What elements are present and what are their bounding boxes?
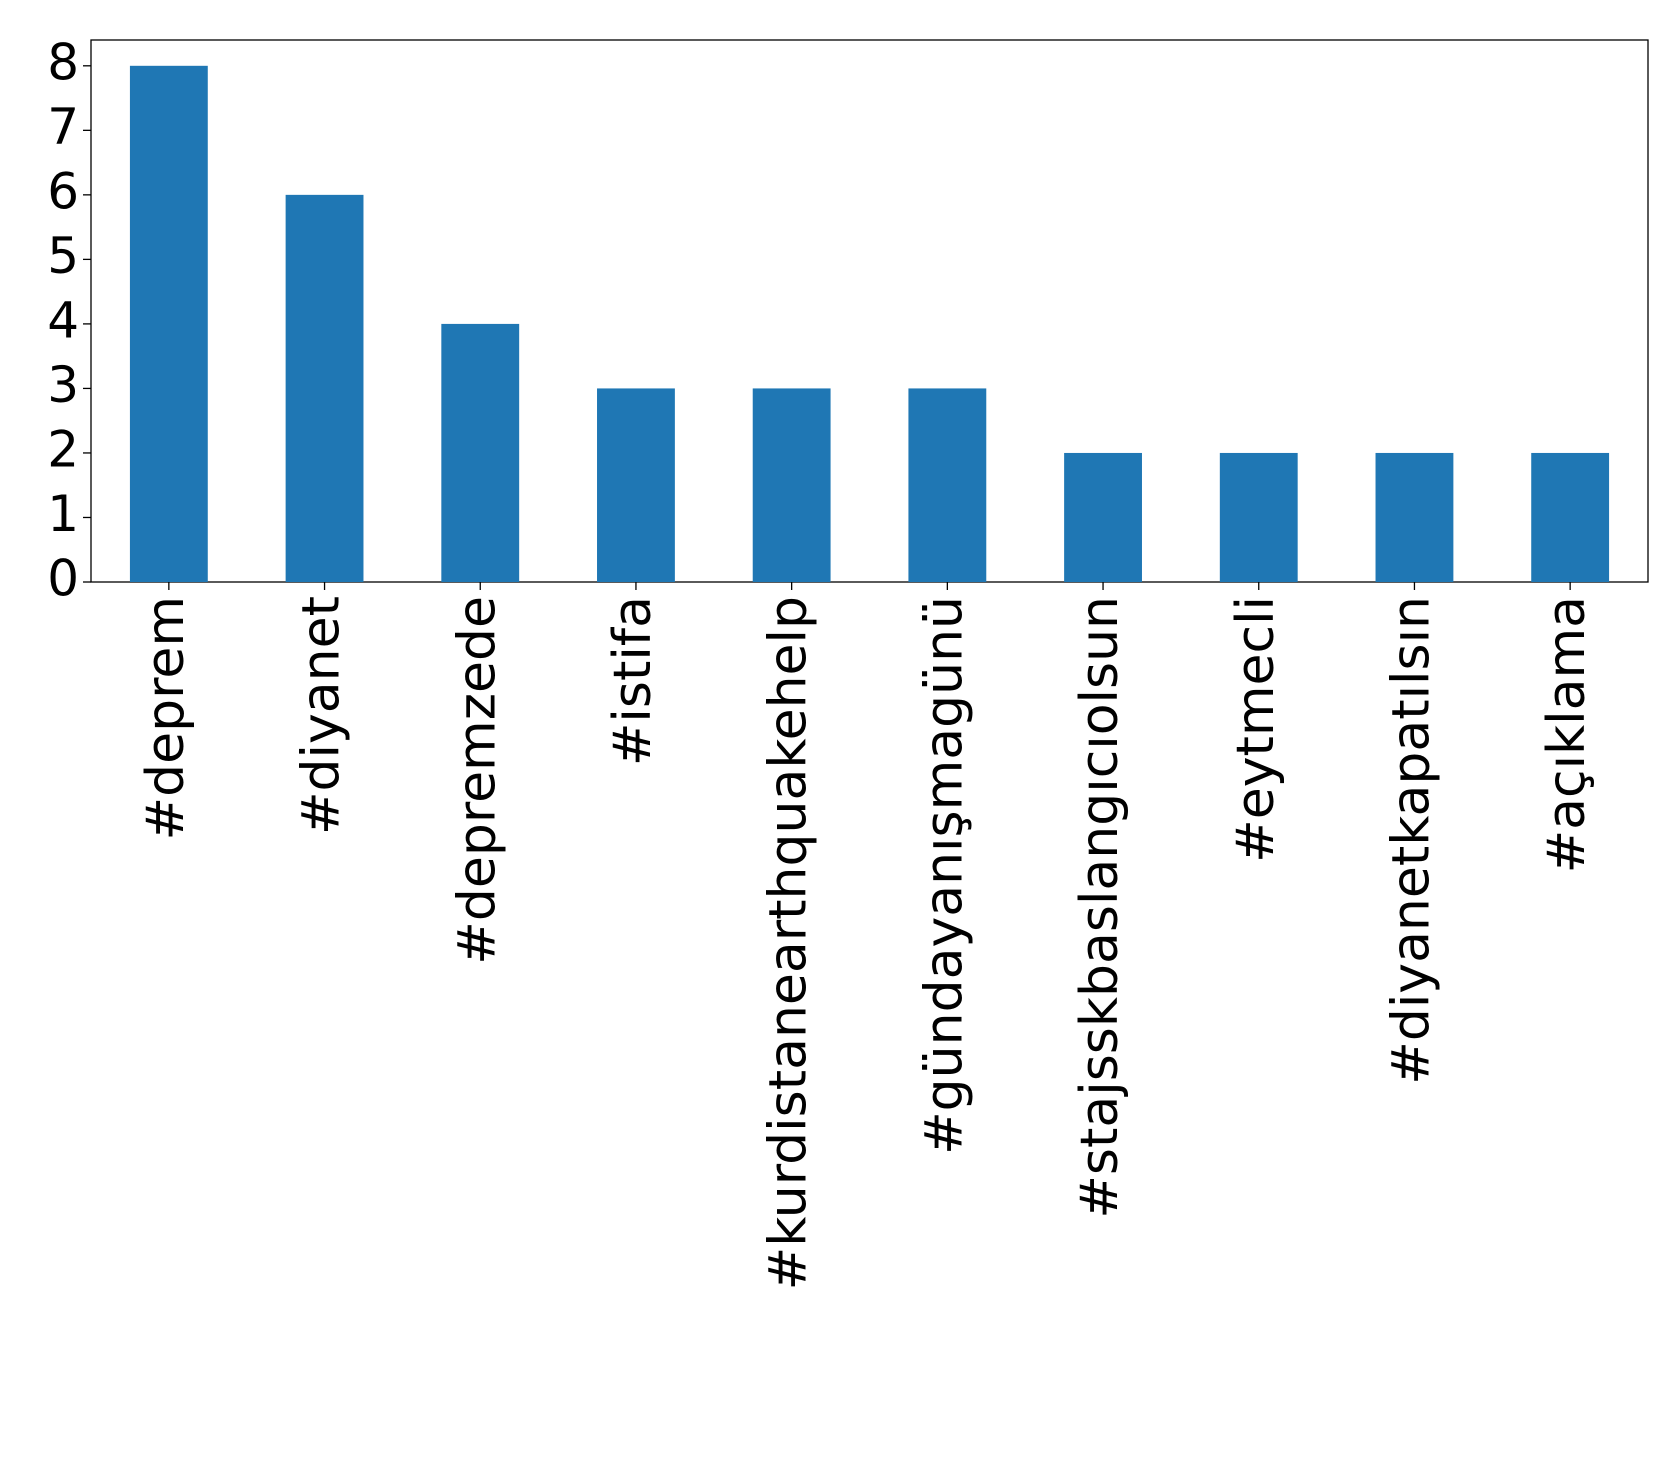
x-tick-label: #istifa — [603, 596, 663, 766]
x-tick-label: #stajsskbaslangıcıolsun — [1070, 596, 1130, 1219]
bar — [1064, 452, 1142, 582]
x-tick-label: #depremzede — [447, 596, 507, 965]
plot-frame — [90, 39, 1649, 583]
bar — [285, 194, 364, 582]
bar — [129, 65, 208, 583]
y-tick-label: 4 — [47, 291, 79, 349]
bar — [597, 388, 675, 582]
x-tick-label: #gündayanışmagünü — [914, 596, 974, 1155]
x-tick-label: #deprem — [136, 596, 196, 840]
x-tick-label: #açıklama — [1537, 596, 1597, 873]
y-tick-label: 3 — [47, 356, 79, 414]
y-tick-label: 1 — [47, 485, 79, 543]
bar — [908, 388, 987, 582]
y-tick-label: 2 — [47, 420, 79, 478]
bar — [441, 323, 520, 582]
bar — [1375, 452, 1454, 582]
y-tick-label: 8 — [47, 33, 79, 91]
x-tick-label: #kurdistanearthquakehelp — [759, 596, 819, 1290]
bar — [752, 388, 831, 582]
x-tick-label: #diyanetkapatılsın — [1381, 596, 1441, 1085]
y-tick-label: 0 — [47, 550, 79, 608]
bar — [1531, 452, 1610, 582]
y-tick-label: 6 — [47, 162, 79, 220]
x-tick-label: #eytmecli — [1226, 596, 1286, 863]
y-tick-label: 7 — [47, 98, 79, 156]
x-tick-label: #diyanet — [292, 596, 352, 835]
bar — [1219, 452, 1298, 582]
y-tick-label: 5 — [47, 227, 79, 285]
